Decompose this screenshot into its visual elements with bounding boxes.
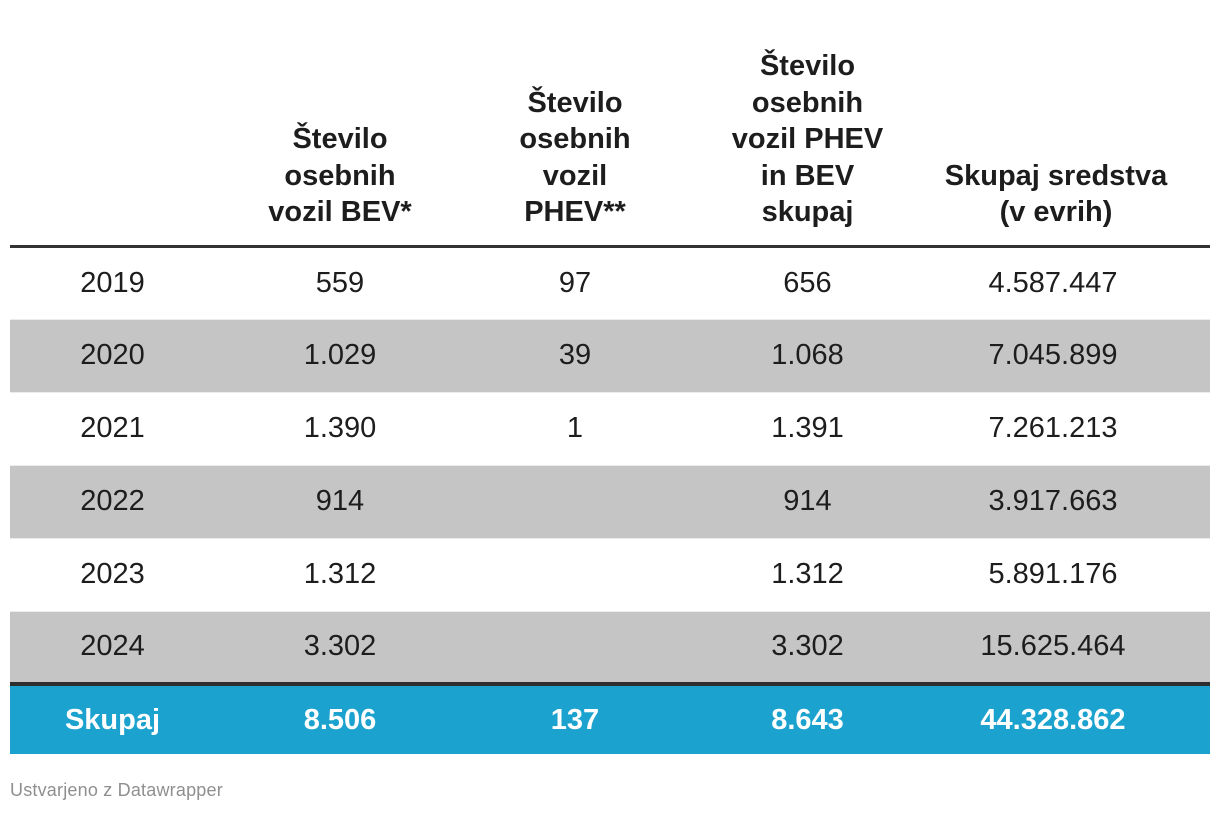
table-row: 2022 914 914 3.917.663 xyxy=(10,465,1210,539)
cell-funds: 7.045.899 xyxy=(930,319,1210,393)
total-cell-phev: 137 xyxy=(465,682,685,755)
total-cell-funds: 44.328.862 xyxy=(930,682,1210,755)
cell-bev: 559 xyxy=(215,246,465,320)
cell-phev xyxy=(465,611,685,685)
cell-phev xyxy=(465,465,685,539)
cell-year: 2023 xyxy=(10,538,215,612)
cell-phev-bev-total: 1.312 xyxy=(685,538,930,612)
table-header: Število osebnih vozil BEV* Število osebn… xyxy=(10,10,1210,248)
total-cell-bev: 8.506 xyxy=(215,682,465,755)
table-row: 2021 1.390 1 1.391 7.261.213 xyxy=(10,392,1210,466)
cell-year: 2019 xyxy=(10,246,215,320)
cell-phev: 39 xyxy=(465,319,685,393)
cell-year: 2024 xyxy=(10,611,215,685)
total-row-label: Skupaj xyxy=(10,682,215,755)
cell-year: 2022 xyxy=(10,465,215,539)
column-header-bev: Število osebnih vozil BEV* xyxy=(215,10,465,248)
table-row: 2024 3.302 3.302 15.625.464 xyxy=(10,611,1210,685)
table-footer: Skupaj 8.506 137 8.643 44.328.862 xyxy=(10,682,1210,755)
cell-phev-bev-total: 1.068 xyxy=(685,319,930,393)
cell-year: 2021 xyxy=(10,392,215,466)
cell-funds: 7.261.213 xyxy=(930,392,1210,466)
cell-phev-bev-total: 1.391 xyxy=(685,392,930,466)
subsidy-table: Število osebnih vozil BEV* Število osebn… xyxy=(10,10,1210,755)
cell-funds: 4.587.447 xyxy=(930,246,1210,320)
cell-bev: 1.029 xyxy=(215,319,465,393)
cell-bev: 1.312 xyxy=(215,538,465,612)
cell-phev: 1 xyxy=(465,392,685,466)
cell-phev-bev-total: 656 xyxy=(685,246,930,320)
cell-bev: 914 xyxy=(215,465,465,539)
total-cell-phev-bev-total: 8.643 xyxy=(685,682,930,755)
cell-phev-bev-total: 914 xyxy=(685,465,930,539)
column-header-year xyxy=(10,10,215,248)
table-row: 2019 559 97 656 4.587.447 xyxy=(10,246,1210,320)
table-row: 2023 1.312 1.312 5.891.176 xyxy=(10,538,1210,612)
cell-funds: 3.917.663 xyxy=(930,465,1210,539)
column-header-funds: Skupaj sredstva (v evrih) xyxy=(930,10,1210,248)
cell-year: 2020 xyxy=(10,319,215,393)
total-row: Skupaj 8.506 137 8.643 44.328.862 xyxy=(10,682,1210,755)
table-body: 2019 559 97 656 4.587.447 2020 1.029 39 … xyxy=(10,246,1210,685)
cell-funds: 5.891.176 xyxy=(930,538,1210,612)
cell-bev: 3.302 xyxy=(215,611,465,685)
cell-phev: 97 xyxy=(465,246,685,320)
cell-phev xyxy=(465,538,685,612)
cell-phev-bev-total: 3.302 xyxy=(685,611,930,685)
column-header-phev-bev-total: Število osebnih vozil PHEV in BEV skupaj xyxy=(685,10,930,248)
datawrapper-attribution[interactable]: Ustvarjeno z Datawrapper xyxy=(10,780,223,801)
cell-funds: 15.625.464 xyxy=(930,611,1210,685)
cell-bev: 1.390 xyxy=(215,392,465,466)
column-header-phev: Število osebnih vozil PHEV** xyxy=(465,10,685,248)
header-row: Število osebnih vozil BEV* Število osebn… xyxy=(10,10,1210,248)
table-row: 2020 1.029 39 1.068 7.045.899 xyxy=(10,319,1210,393)
